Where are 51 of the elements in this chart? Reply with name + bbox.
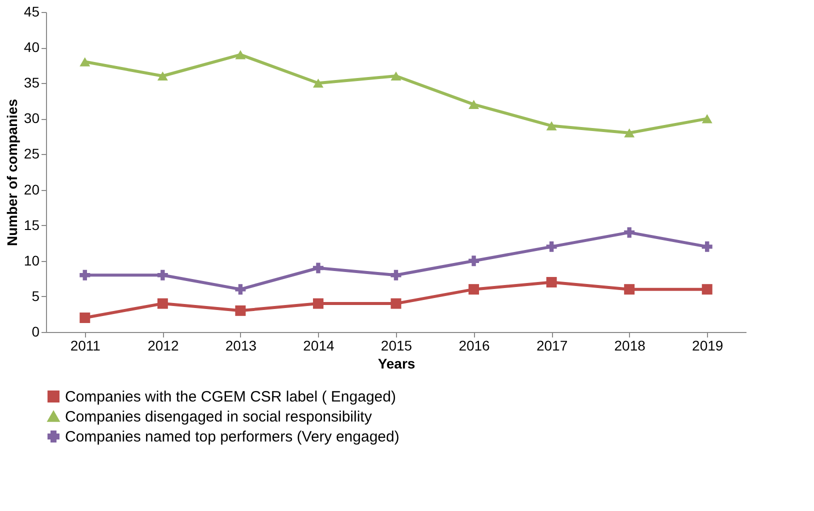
point — [80, 312, 90, 324]
y-axis-title: Number of companies — [4, 98, 20, 246]
point — [157, 270, 168, 280]
point — [624, 284, 635, 295]
point — [312, 78, 324, 88]
x-tick-label: 2011 — [70, 338, 101, 354]
point — [546, 276, 557, 288]
x-tick-label: 2015 — [380, 338, 412, 354]
point — [546, 121, 557, 130]
point — [468, 256, 480, 266]
point — [702, 284, 712, 295]
legend-label: Companies named top performers (Very engaged) — [65, 428, 400, 446]
y-tick-label: 15 — [24, 216, 40, 233]
y-tick-label: 40 — [24, 39, 40, 56]
point — [624, 227, 635, 238]
y-tick-label: 20 — [24, 181, 40, 198]
x-axis-title: Years — [378, 356, 416, 372]
y-tick-label: 30 — [24, 110, 40, 126]
x-tick-label: 2017 — [536, 338, 568, 354]
x-tick-label: 2018 — [614, 338, 646, 354]
point — [546, 241, 557, 252]
point — [312, 298, 324, 309]
y-tick-label: 25 — [24, 146, 40, 162]
y-tick-label: 5 — [32, 288, 40, 304]
y-tick-label: 10 — [24, 252, 40, 268]
point — [702, 241, 712, 252]
x-tick-label: 2014 — [303, 338, 335, 354]
point — [390, 270, 402, 280]
point — [157, 71, 168, 81]
x-tick-label: 2016 — [458, 338, 490, 354]
y-tick-label: 45 — [24, 4, 40, 20]
point — [235, 305, 246, 316]
point — [702, 114, 712, 124]
legend-label: Companies with the CGEM CSR label ( Engaged) — [65, 388, 396, 406]
point — [312, 262, 324, 274]
x-tick-label: 2012 — [148, 338, 179, 354]
legend-label: Companies disengaged in social responsibility — [65, 408, 372, 426]
point — [157, 298, 168, 309]
point — [235, 50, 246, 60]
point — [390, 71, 402, 81]
point — [624, 128, 635, 138]
point — [390, 298, 402, 309]
y-tick-label: 0 — [32, 324, 40, 340]
x-tick-label: 2019 — [692, 338, 724, 354]
x-tick-label: 2013 — [225, 338, 257, 354]
point — [468, 100, 480, 109]
point — [468, 284, 480, 295]
point — [235, 284, 246, 295]
y-tick-label: 35 — [24, 74, 40, 91]
point — [80, 270, 90, 280]
point — [80, 57, 90, 66]
